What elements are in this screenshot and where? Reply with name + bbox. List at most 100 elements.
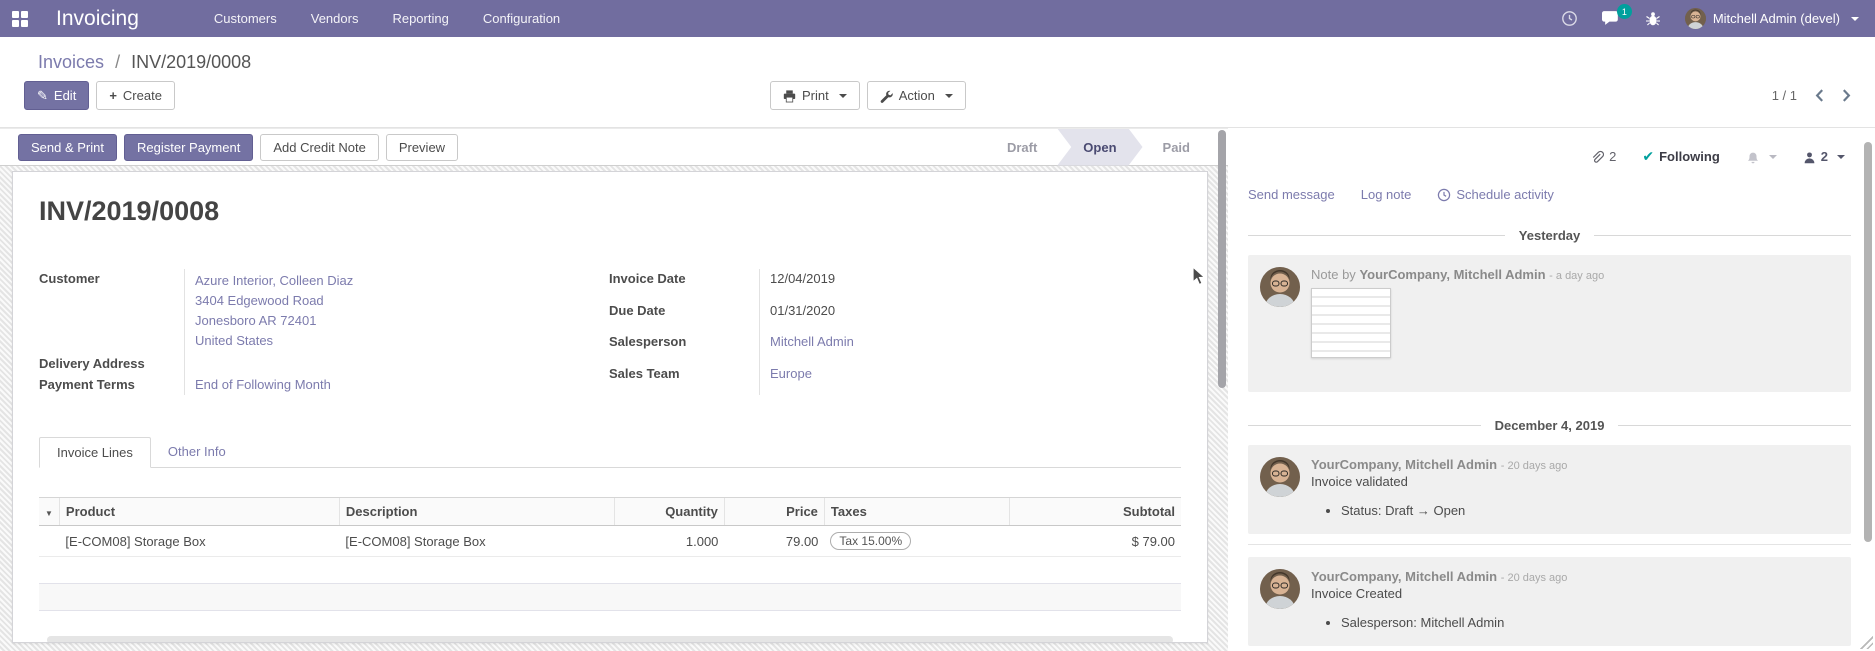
state-open[interactable]: Open	[1057, 129, 1142, 166]
message-body: Invoice validated	[1311, 474, 1408, 489]
message-author[interactable]: YourCompany, Mitchell Admin	[1359, 267, 1546, 282]
sales-team-value[interactable]: Europe	[770, 365, 812, 381]
breadcrumb-current: INV/2019/0008	[131, 52, 252, 72]
subscribe-bell-button[interactable]	[1746, 149, 1777, 165]
statusbar: Send & Print Register Payment Add Credit…	[0, 128, 1228, 166]
add-credit-note-button[interactable]: Add Credit Note	[260, 133, 379, 161]
tab-other-info[interactable]: Other Info	[167, 444, 226, 459]
chatter-scrollbar-thumb[interactable]	[1864, 142, 1872, 542]
form-scrollbar-thumb[interactable]	[1218, 130, 1226, 388]
empty-table-stripe	[39, 583, 1181, 611]
invoice-number-title: INV/2019/0008	[39, 196, 220, 226]
attachment-thumbnail[interactable]	[1311, 288, 1391, 358]
printer-icon	[783, 88, 796, 103]
delivery-address-label: Delivery Address	[39, 356, 145, 371]
menu-vendors[interactable]: Vendors	[310, 11, 359, 26]
menu-reporting[interactable]: Reporting	[392, 11, 449, 26]
paperclip-icon	[1590, 148, 1605, 164]
attachments-button[interactable]: 2	[1590, 148, 1616, 164]
col-price[interactable]: Price	[723, 497, 825, 526]
pager-next-icon[interactable]	[1842, 89, 1851, 102]
menu-configuration[interactable]: Configuration	[482, 11, 561, 26]
activities-clock-icon[interactable]	[1561, 10, 1578, 27]
action-button[interactable]: Action	[866, 81, 966, 110]
bell-icon	[1746, 149, 1760, 165]
form-panel: Send & Print Register Payment Add Credit…	[0, 128, 1228, 651]
date-divider-december: December 4, 2019	[1248, 418, 1851, 433]
salesperson-value[interactable]: Mitchell Admin	[770, 334, 854, 349]
due-date-label: Due Date	[609, 302, 666, 318]
col-description[interactable]: Description	[338, 497, 615, 526]
messages-count-badge: 1	[1616, 4, 1632, 19]
pencil-icon: ✎	[37, 87, 48, 103]
table-row[interactable]: [E-COM08] Storage Box [E-COM08] Storage …	[39, 525, 1181, 557]
avatar	[1260, 457, 1300, 497]
sort-handle-column[interactable]: ▼	[39, 497, 60, 526]
resize-handle[interactable]	[1858, 634, 1873, 649]
chevron-down-icon	[1768, 154, 1777, 159]
state-draft[interactable]: Draft	[1006, 139, 1038, 155]
message-time: - 20 days ago	[1500, 572, 1568, 584]
tab-invoice-lines[interactable]: Invoice Lines	[39, 437, 151, 468]
followers-button[interactable]: 2	[1803, 149, 1845, 164]
avatar	[1260, 267, 1300, 307]
message-time: - 20 days ago	[1500, 460, 1568, 472]
chevron-down-icon	[838, 93, 847, 98]
field-group-right: Invoice Date 12/04/2019 Due Date 01/31/2…	[609, 269, 1169, 395]
chatter-panel: 2 ✔ Following 2 Send message Log	[1228, 128, 1875, 651]
pager-previous-icon[interactable]	[1815, 89, 1824, 102]
pager-count[interactable]: 1 / 1	[1771, 88, 1797, 103]
message-author[interactable]: YourCompany, Mitchell Admin	[1311, 569, 1498, 584]
control-panel: Invoices / INV/2019/0008 ✎ Edit + Create…	[0, 37, 1875, 128]
schedule-activity-button[interactable]: Schedule activity	[1437, 187, 1554, 202]
register-payment-button[interactable]: Register Payment	[124, 133, 254, 161]
status-pipeline: Draft Open Paid	[987, 129, 1210, 166]
horizontal-scrollbar[interactable]	[47, 636, 1173, 642]
notebook-tabs: Invoice Lines Other Info	[39, 437, 1181, 468]
cell-description: [E-COM08] Storage Box	[339, 525, 615, 557]
chatter-message-created: YourCompany, Mitchell Admin - 20 days ag…	[1248, 557, 1851, 646]
print-button[interactable]: Print	[770, 81, 860, 110]
attachments-count: 2	[1609, 149, 1617, 164]
message-author[interactable]: YourCompany, Mitchell Admin	[1311, 457, 1498, 472]
delivery-address-value	[184, 354, 584, 375]
breadcrumb-invoices-link[interactable]: Invoices	[38, 52, 105, 72]
create-button[interactable]: + Create	[96, 81, 175, 110]
sort-caret-icon: ▼	[45, 509, 53, 518]
state-paid[interactable]: Paid	[1162, 139, 1190, 155]
following-button[interactable]: ✔ Following	[1642, 148, 1720, 164]
app-title[interactable]: Invoicing	[56, 6, 139, 30]
breadcrumb-separator: /	[115, 52, 121, 72]
apps-menu-icon[interactable]	[12, 10, 28, 27]
payment-terms-value[interactable]: End of Following Month	[195, 377, 331, 392]
col-subtotal[interactable]: Subtotal	[1008, 497, 1181, 526]
invoice-lines-table: ▼ Product Description Quantity Price Tax…	[39, 497, 1181, 557]
customer-value[interactable]: Azure Interior, Colleen Diaz 3404 Edgewo…	[184, 269, 584, 354]
message-time: - a day ago	[1549, 270, 1605, 282]
cell-quantity: 1.000	[614, 525, 725, 557]
user-menu[interactable]: Mitchell Admin (devel)	[1684, 8, 1859, 29]
debug-bug-icon[interactable]	[1645, 11, 1661, 27]
salesperson-label: Salesperson	[609, 334, 687, 349]
edit-button[interactable]: ✎ Edit	[24, 81, 90, 110]
col-quantity[interactable]: Quantity	[613, 497, 725, 526]
preview-button[interactable]: Preview	[385, 133, 459, 161]
followers-count: 2	[1820, 149, 1828, 164]
col-taxes[interactable]: Taxes	[823, 497, 1010, 526]
due-date-value: 01/31/2020	[759, 300, 1169, 332]
log-note-button[interactable]: Log note	[1360, 187, 1412, 202]
menu-customers[interactable]: Customers	[213, 11, 277, 26]
send-message-button[interactable]: Send message	[1248, 187, 1335, 202]
cell-price: 79.00	[724, 525, 825, 557]
send-print-button[interactable]: Send & Print	[18, 133, 117, 161]
chevron-down-icon	[1837, 154, 1845, 159]
sales-team-label: Sales Team	[609, 365, 680, 381]
wrench-icon	[880, 88, 893, 103]
invoice-date-value: 12/04/2019	[759, 269, 1169, 301]
col-product[interactable]: Product	[58, 497, 340, 526]
messages-icon[interactable]: 1	[1601, 4, 1632, 27]
chatter-note-message: Note by YourCompany, Mitchell Admin - a …	[1248, 255, 1851, 392]
date-divider-yesterday: Yesterday	[1248, 228, 1851, 243]
chevron-down-icon	[1851, 16, 1859, 21]
